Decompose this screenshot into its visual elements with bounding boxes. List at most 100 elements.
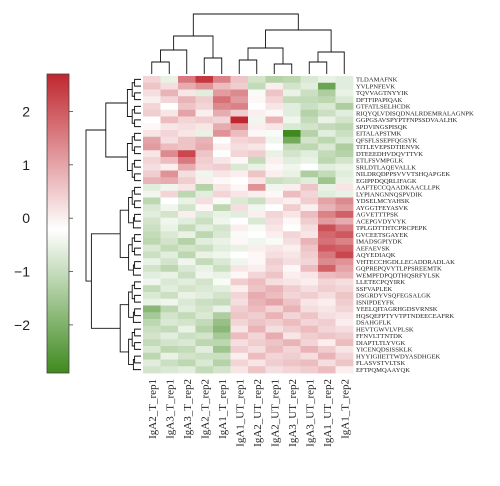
row-label: DTEEEDHVDQVTTVK <box>356 151 423 158</box>
row-label: SPDVINGSPISQK <box>356 124 408 131</box>
row-label: AGVETTTPSK <box>356 212 399 219</box>
heatmap-cell <box>283 89 301 97</box>
heatmap-cell <box>195 271 214 279</box>
heatmap-cell <box>195 123 214 131</box>
heatmap-cell <box>213 130 231 138</box>
heatmap-cell <box>265 271 284 279</box>
heatmap-cell <box>335 292 354 300</box>
heatmap-cell <box>213 136 231 144</box>
column-label: IgA2_T_rep1 <box>147 379 159 439</box>
heatmap-cell <box>195 130 214 138</box>
heatmap-cell <box>160 332 179 340</box>
heatmap-cell <box>300 366 319 374</box>
dendrogram-branch <box>134 200 141 209</box>
row-label: SSFVAPLEK <box>356 286 392 293</box>
heatmap-cell <box>230 285 249 293</box>
heatmap-cell <box>160 89 179 97</box>
heatmap-cell <box>248 143 266 151</box>
heatmap-cell <box>230 204 249 212</box>
heatmap-cell <box>195 339 214 347</box>
heatmap-cell <box>318 123 336 131</box>
heatmap-cell <box>213 143 231 151</box>
heatmap-cell <box>213 184 231 192</box>
heatmap-cell <box>335 96 354 104</box>
heatmap-cell <box>213 305 231 313</box>
heatmap-cell <box>265 89 284 97</box>
row-label: EITALAPSTMK <box>356 131 401 138</box>
heatmap-cell <box>178 89 196 97</box>
heatmap-cell <box>143 163 161 171</box>
heatmap-cell <box>213 251 231 259</box>
heatmap-cell <box>335 265 354 273</box>
heatmap-cell <box>160 204 179 212</box>
row-label: TPLGDTTHTCPRCPEPK <box>356 225 427 232</box>
dendrogram-branch <box>134 342 141 350</box>
colorbar-tick-label: 1 <box>22 157 30 173</box>
heatmap-cell <box>300 271 319 279</box>
heatmap-cell <box>300 244 319 252</box>
heatmap-cell <box>300 130 319 138</box>
heatmap-cell <box>178 143 196 151</box>
heatmap-cell <box>143 285 161 293</box>
heatmap-cell <box>318 211 336 219</box>
row-label: LLETECPQYIRK <box>356 279 405 286</box>
heatmap-cell <box>195 150 214 158</box>
heatmap-cell <box>213 278 231 286</box>
heatmap-cell <box>283 130 301 138</box>
heatmap-cell <box>143 224 161 232</box>
heatmap-cell <box>248 82 266 90</box>
heatmap-cell <box>318 271 336 279</box>
heatmap-cell <box>248 76 266 84</box>
heatmap-cell <box>178 244 196 252</box>
heatmap-cell <box>300 238 319 246</box>
heatmap-cell <box>178 231 196 239</box>
heatmap-cell <box>265 339 284 347</box>
heatmap-cell <box>248 359 266 367</box>
row-label: DSGRDYVSQFEGSALGK <box>356 293 431 300</box>
heatmap-cell <box>160 238 179 246</box>
heatmap-cell <box>213 150 231 158</box>
heatmap-cell <box>230 76 249 84</box>
heatmap-cell <box>213 197 231 205</box>
colorbar-ticks: 2 1 0 −1 −2 <box>14 103 73 333</box>
heatmap-cell <box>213 244 231 252</box>
heatmap-cell <box>283 109 301 117</box>
heatmap-cell <box>230 359 249 367</box>
heatmap-cell <box>160 109 179 117</box>
heatmap-cell <box>265 359 284 367</box>
heatmap-cell <box>248 217 266 225</box>
column-label: IgA3_UT_rep1 <box>304 379 316 447</box>
row-label: EFTPQMQAAYQK <box>356 367 410 374</box>
heatmap-cell <box>283 298 301 306</box>
heatmap-cell <box>265 197 284 205</box>
heatmap-cell <box>230 251 249 259</box>
heatmap-cell <box>248 265 266 273</box>
heatmap-cell <box>143 109 161 117</box>
heatmap-cell <box>230 177 249 185</box>
heatmap-cell <box>195 143 214 151</box>
heatmap-cell <box>318 332 336 340</box>
heatmap-cell <box>300 325 319 333</box>
heatmap-cell <box>265 109 284 117</box>
heatmap-cell <box>195 352 214 360</box>
heatmap-cell <box>195 170 214 178</box>
heatmap-cell <box>265 184 284 192</box>
heatmap-cell <box>178 312 196 320</box>
heatmap-cell <box>265 116 284 124</box>
heatmap-cell <box>300 184 319 192</box>
heatmap-cell <box>143 130 161 138</box>
heatmap-cell <box>265 305 284 313</box>
heatmap-cell <box>318 76 336 84</box>
heatmap-cell <box>318 265 336 273</box>
row-label: YEELQITAGRHGDSVRNSK <box>356 306 438 313</box>
heatmap-cell <box>213 332 231 340</box>
heatmap-cell <box>318 285 336 293</box>
heatmap-cell <box>248 271 266 279</box>
heatmap-cell <box>318 231 336 239</box>
heatmap-cell <box>335 278 354 286</box>
heatmap-cell <box>300 298 319 306</box>
heatmap-cell <box>178 82 196 90</box>
heatmap-cell <box>160 224 179 232</box>
heatmap-cell <box>195 217 214 225</box>
heatmap-cell <box>195 89 214 97</box>
